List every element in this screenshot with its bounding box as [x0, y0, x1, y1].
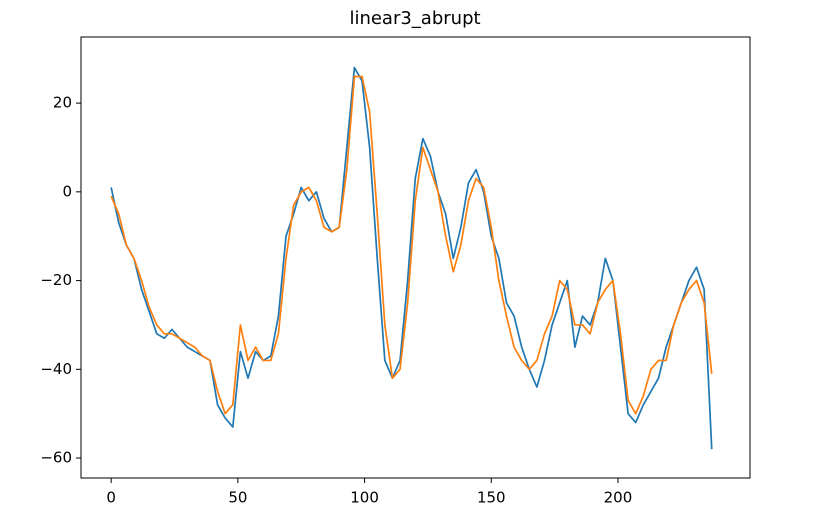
- x-tick-label: 150: [477, 489, 506, 507]
- plot-frame: [80, 36, 751, 479]
- y-tick-label: 0: [62, 182, 72, 200]
- line-series: [110, 75, 713, 415]
- y-tick-label: −40: [40, 360, 72, 378]
- x-tick-label: 50: [228, 489, 247, 507]
- x-tick-label: 100: [350, 489, 379, 507]
- y-tick-label: −60: [40, 449, 72, 467]
- y-tick-label: 20: [53, 94, 72, 112]
- y-tick-label: −20: [40, 271, 72, 289]
- chart-title: linear3_abrupt: [349, 8, 480, 29]
- x-tick-label: 200: [604, 489, 633, 507]
- x-tick-label: 0: [106, 489, 116, 507]
